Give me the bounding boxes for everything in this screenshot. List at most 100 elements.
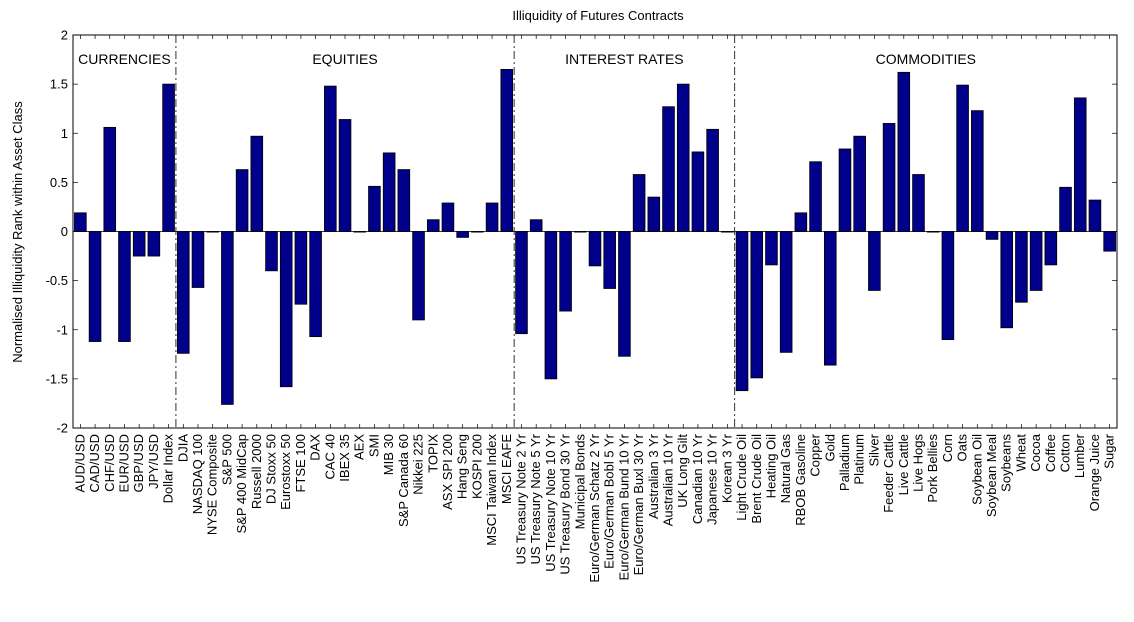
- x-tick-label: US Treasury Note 2 Yr: [513, 433, 528, 564]
- bar: [324, 85, 337, 232]
- y-tick-label: 0: [61, 224, 68, 239]
- group-label: CURRENCIES: [78, 51, 171, 67]
- bar: [191, 231, 205, 288]
- x-tick-label: DJ Stoxx 50: [264, 434, 279, 504]
- x-tick-label: Japanese 10 Yr: [705, 433, 720, 524]
- group-labels: CURRENCIES EQUITIES INTEREST RATES COMMODIT…: [78, 51, 976, 67]
- bar: [206, 231, 219, 233]
- x-tick-label: Copper: [808, 433, 823, 476]
- bar: [882, 123, 896, 232]
- bar: [74, 212, 87, 232]
- x-tick-label: Feeder Cattle: [881, 434, 896, 513]
- bar: [559, 231, 572, 312]
- bar: [662, 106, 675, 232]
- x-tick-label: NASDAQ 100: [190, 434, 205, 514]
- bar: [706, 128, 719, 232]
- bar: [426, 219, 440, 232]
- x-tick-label: Euro/German Bund 10 Yr: [616, 433, 631, 580]
- x-tick-label: Wheat: [1013, 434, 1028, 472]
- bar: [765, 231, 778, 266]
- bar: [941, 231, 955, 340]
- bar: [735, 231, 749, 392]
- x-tick-label: Dollar Index: [161, 434, 176, 504]
- x-tick-label: Pork Bellies: [925, 434, 940, 503]
- bar: [1029, 231, 1043, 291]
- x-tick-label: Soybeans: [999, 434, 1014, 492]
- x-tick-label: CAC 40: [322, 434, 337, 480]
- x-tick-label: AUD/USD: [72, 434, 87, 493]
- x-tick-label: Oats: [955, 434, 970, 462]
- x-tick-label: SMI: [366, 434, 381, 457]
- x-tick-label: Euro/German Schatz 2 Yr: [587, 433, 602, 582]
- bar: [1103, 231, 1116, 252]
- x-tick-label: Euro/German Buxl 30 Yr: [631, 433, 646, 575]
- x-tick-label: Coffee: [1043, 434, 1058, 472]
- bars-layer: [73, 68, 1117, 405]
- x-tick-label: Sugar: [1102, 433, 1117, 468]
- x-tick-label: Hang Seng: [455, 434, 470, 499]
- y-axis-label: Normalised Illiquidity Rank within Asset…: [10, 101, 25, 363]
- bar: [956, 84, 969, 232]
- bar: [235, 169, 249, 232]
- x-tick-label: Corn: [940, 434, 955, 462]
- x-tick-label: GBP/USD: [131, 434, 146, 493]
- x-tick-label: S&P Canada 60: [396, 434, 411, 527]
- bar: [1073, 97, 1087, 232]
- bar: [1000, 231, 1014, 329]
- x-tick-label: Lumber: [1072, 433, 1087, 478]
- x-tick-label: ASX SPI 200: [440, 434, 455, 510]
- x-tick-label: UK Long Gilt: [675, 434, 690, 508]
- bar: [368, 185, 381, 232]
- bar: [132, 231, 146, 257]
- x-tick-label: FTSE 100: [293, 434, 308, 493]
- bar: [912, 174, 925, 232]
- bar: [103, 126, 117, 232]
- y-axis: -2 -1.5 -1 -0.5 0 0.5 1 1.5 2: [46, 28, 1117, 436]
- x-tick-label: KOSPI 200: [469, 434, 484, 499]
- bar: [676, 83, 690, 232]
- x-tick-label: EUR/USD: [116, 434, 131, 493]
- bar: [721, 231, 734, 233]
- bar: [897, 71, 911, 232]
- y-tick-label: -2: [56, 421, 68, 436]
- x-tick-label: MSCI EAFE: [499, 434, 514, 504]
- bar: [397, 169, 411, 232]
- bar: [176, 231, 190, 354]
- y-tick-label: 1.5: [50, 77, 68, 92]
- x-tick-label: S&P 400 MidCap: [234, 434, 249, 534]
- bar: [603, 231, 616, 289]
- x-tick-label: Gold: [822, 434, 837, 461]
- x-tick-label: JPY/USD: [146, 434, 161, 489]
- bar: [456, 231, 469, 238]
- bar: [794, 212, 808, 232]
- x-tick-label: Orange Juice: [1087, 434, 1102, 511]
- x-tick-label: Eurostoxx 50: [278, 434, 293, 510]
- x-tick-label: MIB 30: [381, 434, 396, 475]
- x-tick-label: Euro/German Bobl 5 Yr: [602, 433, 617, 569]
- x-tick-label: Palladium: [837, 434, 852, 491]
- x-tick-label: Australian 10 Yr: [661, 433, 676, 526]
- x-tick-label: US Treasury Note 5 Yr: [528, 433, 543, 564]
- x-tick-label: AEX: [352, 434, 367, 460]
- x-tick-label: RBOB Gasoline: [793, 434, 808, 526]
- group-label: INTEREST RATES: [565, 51, 684, 67]
- bar: [838, 148, 852, 232]
- bar: [221, 231, 234, 405]
- bar: [88, 231, 102, 342]
- x-tick-label: Korean 3 Yr: [719, 433, 734, 503]
- x-tick-label: Russell 2000: [249, 434, 264, 509]
- group-label: EQUITIES: [312, 51, 377, 67]
- bar: [1088, 199, 1102, 232]
- x-tick-label: Light Crude Oil: [734, 434, 749, 521]
- bar: [1015, 231, 1028, 303]
- bar: [868, 231, 881, 291]
- bar: [441, 202, 455, 232]
- bar: [618, 231, 631, 357]
- bar: [1044, 231, 1058, 266]
- x-tick-label: DAX: [308, 434, 323, 461]
- x-tick-label: Platinum: [852, 434, 867, 485]
- bar: [250, 135, 264, 232]
- bar: [147, 231, 161, 257]
- x-tick-label: CAD/USD: [87, 434, 102, 493]
